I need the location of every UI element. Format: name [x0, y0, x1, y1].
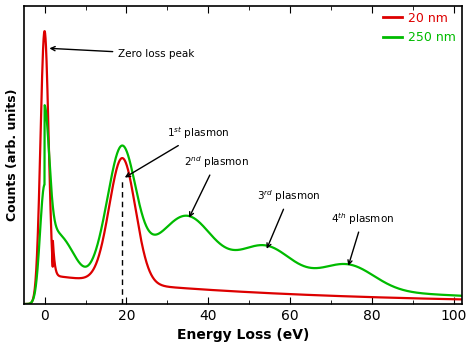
Text: 2$^{nd}$ plasmon: 2$^{nd}$ plasmon — [184, 154, 249, 216]
Legend: 20 nm, 250 nm: 20 nm, 250 nm — [383, 12, 456, 44]
Text: Zero loss peak: Zero loss peak — [51, 47, 195, 59]
X-axis label: Energy Loss (eV): Energy Loss (eV) — [177, 329, 310, 342]
Text: 3$^{rd}$ plasmon: 3$^{rd}$ plasmon — [257, 188, 321, 247]
Y-axis label: Counts (arb. units): Counts (arb. units) — [6, 88, 18, 221]
Text: 1$^{st}$ plasmon: 1$^{st}$ plasmon — [126, 126, 230, 177]
Text: 4$^{th}$ plasmon: 4$^{th}$ plasmon — [331, 211, 394, 264]
